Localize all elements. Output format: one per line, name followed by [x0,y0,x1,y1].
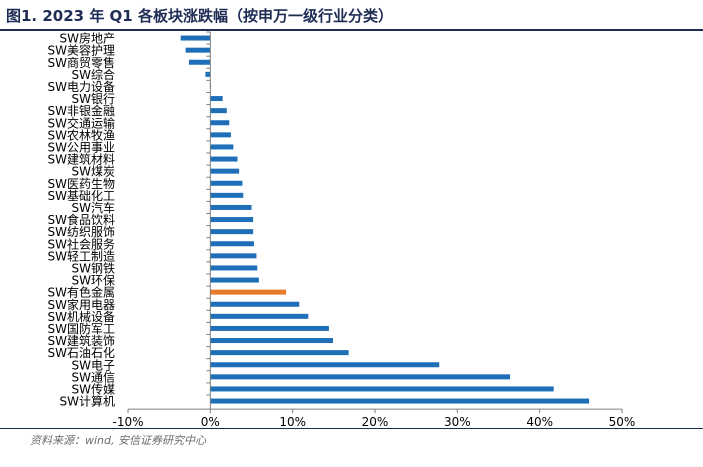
category-label: SW商贸零售 [48,55,115,70]
bar-SW环保 [210,277,259,283]
bar-SW汽车 [210,204,252,210]
x-axis: -10% 0% 10% 20% 30% 40% 50% [112,31,636,429]
bar-SW煤炭 [210,168,240,174]
bar-SW纺织服饰 [210,229,254,235]
category-label: SW银行 [72,92,115,106]
category-label: SW有色金属 [48,285,115,300]
category-label: SW社会服务 [48,236,115,251]
x-tick-label: 30% [444,415,471,429]
title-rule [0,29,703,31]
bar-SW建筑装饰 [210,338,334,344]
category-label: SW纺织服饰 [48,225,115,239]
bar-SW国防军工 [210,325,329,331]
x-tick-label: 20% [362,415,389,429]
bar-SW房地产 [180,35,211,41]
category-label: SW国防军工 [48,321,115,336]
bar-SW传媒 [210,386,554,392]
figure-title: 图1. 2023 年 Q1 各板块涨跌幅（按申万一级行业分类） [6,7,393,25]
category-label: SW钢铁 [72,261,115,275]
category-label: SW传媒 [72,381,115,396]
x-tick-label: 10% [279,415,306,429]
bar-SW有色金属 [210,289,287,295]
category-label: SW电力设备 [48,80,115,94]
x-tick-label: 0% [201,415,220,429]
category-labels-group: SW房地产SW美容护理SW商贸零售SW综合SW电力设备SW银行SW非银金融SW交… [48,31,115,409]
category-label: SW家用电器 [48,297,115,312]
category-label: SW石油石化 [48,346,115,360]
bar-SW非银金融 [210,108,227,114]
category-label: SW公用事业 [48,140,115,154]
category-label: SW美容护理 [48,43,115,58]
bar-SW建筑材料 [210,156,238,162]
category-label: SW环保 [72,274,115,288]
category-label: SW农林牧渔 [48,128,115,142]
source-rule [0,428,703,429]
bar-SW农林牧渔 [210,132,231,138]
category-label: SW计算机 [60,394,115,409]
bar-SW公用事业 [210,144,234,150]
bar-SW轻工制造 [210,253,257,259]
bar-SW交通运输 [210,120,230,126]
category-label: SW交通运输 [48,115,115,130]
source-note: 资料来源：wind, 安信证券研究中心 [30,434,206,447]
category-label: SW医药生物 [48,177,115,191]
category-label: SW机械设备 [48,309,115,324]
bar-SW综合 [205,71,211,77]
category-label: SW房地产 [60,31,115,46]
bar-SW商贸零售 [188,59,211,65]
bar-SW计算机 [210,398,590,404]
category-label: SW汽车 [72,200,115,215]
bar-SW石油石化 [210,350,349,356]
bar-SW机械设备 [210,313,309,319]
category-label: SW综合 [72,67,115,82]
bar-SW医药生物 [210,180,243,186]
bar-SW银行 [210,96,223,102]
category-label: SW基础化工 [48,189,115,203]
category-label: SW通信 [72,370,115,384]
x-tick-label: 40% [526,415,553,429]
bar-SW社会服务 [210,241,254,247]
bar-SW钢铁 [210,265,258,271]
category-label: SW建筑材料 [48,152,115,167]
bar-SW电子 [210,362,440,368]
category-label: SW非银金融 [48,103,115,118]
category-label: SW电子 [72,358,115,372]
bars-group [180,35,590,404]
bar-SW基础化工 [210,192,244,198]
x-tick-label: 50% [609,415,636,429]
category-label: SW轻工制造 [48,249,115,263]
bar-SW食品饮料 [210,217,254,223]
bar-SW通信 [210,374,511,380]
bar-SW家用电器 [210,301,300,307]
category-label: SW建筑装饰 [48,333,115,348]
category-label: SW煤炭 [72,165,115,179]
bar-SW美容护理 [185,47,211,53]
category-label: SW食品饮料 [48,212,115,227]
x-tick-label: -10% [112,415,143,429]
